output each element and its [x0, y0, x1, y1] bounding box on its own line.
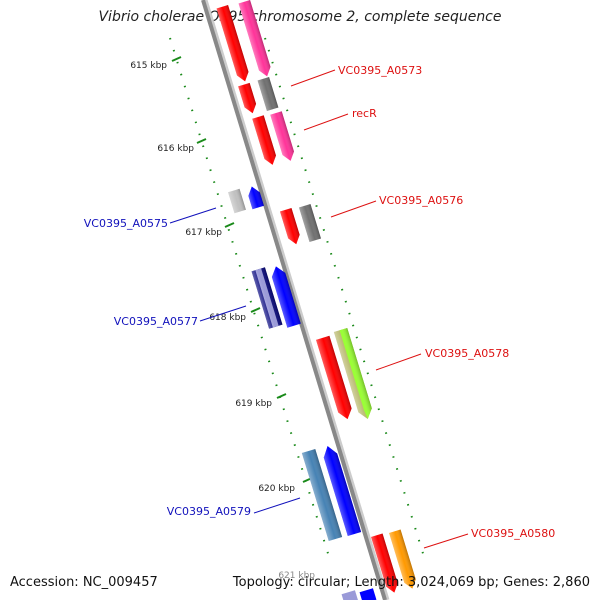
gene-block[interactable] [251, 267, 283, 329]
gene-label[interactable]: VC0395_A0579 [167, 505, 251, 518]
tick-617 [224, 222, 235, 228]
gene-block[interactable] [228, 188, 246, 214]
gene-labels: VC0395_A0573 recR VC0395_A0576 VC0395_A0… [84, 64, 555, 540]
gene-label[interactable]: VC0395_A0575 [84, 217, 168, 230]
gene-block[interactable] [371, 533, 400, 594]
tick-619 [276, 393, 287, 399]
gene-features [216, 0, 418, 600]
callout-lines [169, 69, 469, 549]
callout-line-a0575 [169, 207, 217, 224]
gene-block[interactable] [252, 115, 278, 166]
gene-label[interactable]: recR [352, 107, 377, 120]
gene-block[interactable] [301, 448, 343, 542]
gene-label[interactable]: VC0395_A0580 [471, 527, 555, 540]
tick-618 [250, 307, 261, 313]
gene-block[interactable] [341, 590, 359, 600]
kbp-label: 619 kbp [235, 399, 272, 409]
backbone [201, 0, 387, 600]
gene-block[interactable] [321, 444, 362, 537]
kbp-label: 615 kbp [130, 61, 167, 71]
tick-615 [171, 56, 182, 62]
callout-line-a0577 [199, 305, 247, 322]
gene-block[interactable] [269, 264, 301, 328]
gene-block[interactable] [246, 185, 264, 210]
gene-block[interactable] [316, 335, 354, 421]
callout-line-a0580 [423, 533, 469, 549]
callout-line-a0578 [375, 353, 422, 371]
callout-line-a0576 [330, 200, 377, 218]
gene-block[interactable] [238, 0, 273, 78]
tick-616 [196, 138, 207, 144]
gene-block[interactable] [270, 111, 296, 162]
kbp-label: 617 kbp [185, 228, 222, 238]
chart-title: Vibrio cholerae O395 chromosome 2, compl… [98, 9, 502, 25]
gene-block[interactable] [216, 4, 251, 83]
kbp-label: 616 kbp [157, 144, 194, 154]
gene-label[interactable]: VC0395_A0576 [379, 194, 463, 207]
gene-block[interactable] [257, 76, 279, 112]
gene-block[interactable] [279, 208, 302, 246]
callout-line-recr [303, 113, 349, 131]
gene-label[interactable]: VC0395_A0578 [425, 347, 509, 360]
gene-block[interactable] [389, 529, 418, 590]
gene-block[interactable] [238, 82, 258, 115]
kbp-label: 618 kbp [209, 313, 246, 323]
gene-block[interactable] [333, 327, 375, 421]
kbp-label: 620 kbp [258, 484, 295, 494]
callout-line-a0579 [253, 497, 301, 514]
gene-label[interactable]: VC0395_A0573 [338, 64, 422, 77]
kbp-label: 621 kbp [278, 571, 315, 581]
callout-line-a0573 [290, 69, 336, 87]
accession-text: Accession: NC_009457 [10, 575, 158, 590]
topology-text: Topology: circular; Length: 3,024,069 bp… [232, 575, 590, 590]
gene-label[interactable]: VC0395_A0577 [114, 315, 198, 328]
gene-block[interactable] [298, 204, 322, 242]
